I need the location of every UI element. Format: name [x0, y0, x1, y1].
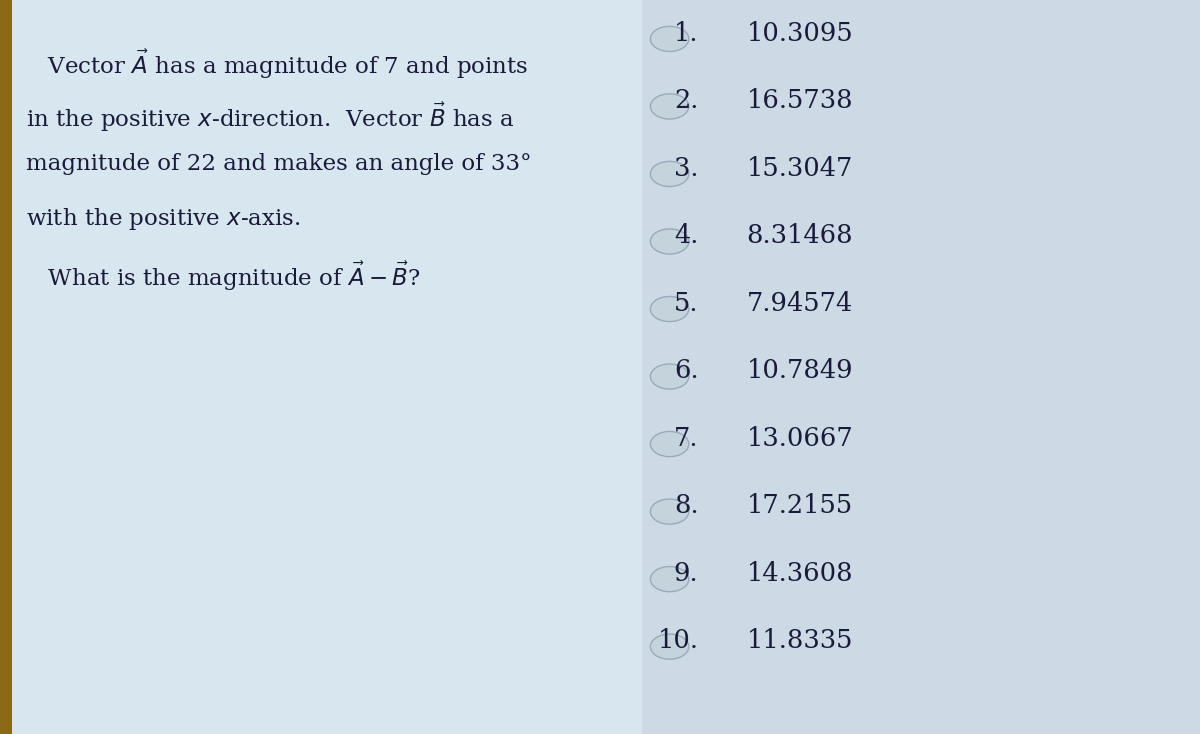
Text: 1.: 1.	[674, 21, 698, 46]
Ellipse shape	[650, 297, 689, 321]
Ellipse shape	[650, 432, 689, 457]
Bar	[642, 0, 1200, 734]
Text: in the positive $x$-direction.  Vector $\vec{B}$ has a: in the positive $x$-direction. Vector $\…	[26, 101, 515, 134]
Bar	[0, 0, 12, 734]
Text: 4.: 4.	[674, 223, 698, 248]
Text: magnitude of 22 and makes an angle of 33°: magnitude of 22 and makes an angle of 33…	[26, 153, 532, 175]
Ellipse shape	[650, 634, 689, 659]
Ellipse shape	[650, 567, 689, 592]
Text: 6.: 6.	[673, 358, 698, 383]
Text: 8.31468: 8.31468	[746, 223, 853, 248]
Text: 10.3095: 10.3095	[746, 21, 853, 46]
Text: with the positive $x$-axis.: with the positive $x$-axis.	[26, 206, 301, 232]
Ellipse shape	[650, 161, 689, 186]
Text: 7.: 7.	[674, 426, 698, 451]
Text: 2.: 2.	[674, 88, 698, 113]
Ellipse shape	[650, 364, 689, 389]
Text: 15.3047: 15.3047	[746, 156, 853, 181]
Text: 5.: 5.	[674, 291, 698, 316]
Ellipse shape	[650, 94, 689, 119]
Text: Vector $\vec{A}$ has a magnitude of 7 and points: Vector $\vec{A}$ has a magnitude of 7 an…	[26, 48, 529, 81]
Text: 11.8335: 11.8335	[746, 628, 853, 653]
Text: 10.7849: 10.7849	[746, 358, 853, 383]
Text: 14.3608: 14.3608	[746, 561, 853, 586]
Ellipse shape	[650, 26, 689, 51]
Text: 9.: 9.	[673, 561, 698, 586]
Text: 10.: 10.	[658, 628, 698, 653]
Ellipse shape	[650, 229, 689, 254]
Text: 3.: 3.	[674, 156, 698, 181]
Text: 17.2155: 17.2155	[746, 493, 853, 518]
Ellipse shape	[650, 499, 689, 524]
Text: What is the magnitude of $\vec{A} - \vec{B}$?: What is the magnitude of $\vec{A} - \vec…	[26, 259, 421, 293]
Text: 13.0667: 13.0667	[746, 426, 853, 451]
Text: 8.: 8.	[673, 493, 698, 518]
Text: 16.5738: 16.5738	[746, 88, 853, 113]
Text: 7.94574: 7.94574	[746, 291, 853, 316]
Bar	[0, 0, 642, 734]
